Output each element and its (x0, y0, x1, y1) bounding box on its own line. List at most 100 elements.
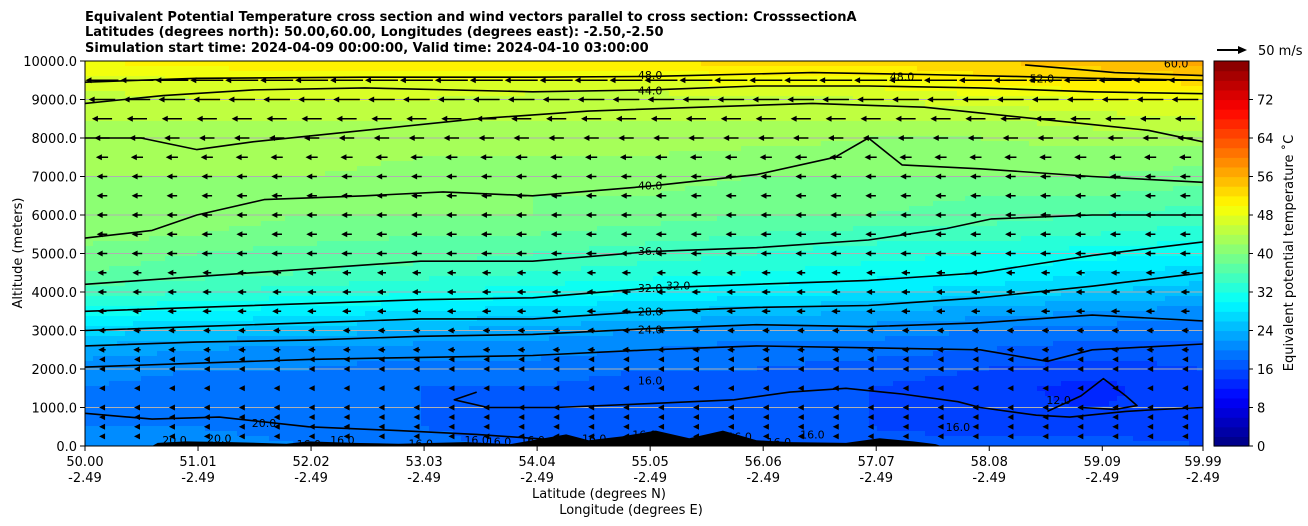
field-cell (725, 226, 734, 232)
field-cell (965, 171, 974, 177)
field-cell (469, 121, 478, 127)
field-cell (197, 101, 206, 107)
field-cell (789, 141, 798, 147)
field-cell (253, 166, 262, 172)
field-cell (941, 181, 950, 187)
field-cell (925, 221, 934, 227)
field-cell (925, 196, 934, 202)
field-cell (173, 91, 182, 97)
field-cell (933, 156, 942, 162)
field-cell (677, 66, 686, 72)
field-cell (749, 161, 758, 167)
field-cell (733, 151, 742, 157)
field-cell (821, 81, 830, 87)
field-cell (805, 191, 814, 197)
field-cell (221, 66, 230, 72)
field-cell (365, 146, 374, 152)
field-cell (829, 186, 838, 192)
field-cell (1165, 126, 1174, 132)
field-cell (701, 236, 710, 242)
field-cell (773, 171, 782, 177)
field-cell (629, 61, 638, 67)
field-cell (957, 71, 966, 77)
field-cell (221, 236, 230, 242)
field-cell (949, 171, 958, 177)
field-cell (133, 141, 142, 147)
field-cell (453, 86, 462, 92)
field-cell (1173, 226, 1182, 232)
field-cell (901, 76, 910, 82)
field-cell (493, 156, 502, 162)
field-cell (637, 161, 646, 167)
field-cell (1093, 141, 1102, 147)
field-cell (621, 86, 630, 92)
field-cell (93, 191, 102, 197)
field-cell (293, 131, 302, 137)
field-cell (973, 146, 982, 152)
field-cell (189, 236, 198, 242)
field-cell (749, 176, 758, 182)
field-cell (117, 81, 126, 87)
field-cell (117, 111, 126, 117)
field-cell (781, 141, 790, 147)
field-cell (781, 126, 790, 132)
field-cell (1061, 181, 1070, 187)
field-cell (293, 66, 302, 72)
field-cell (821, 126, 830, 132)
field-cell (869, 206, 878, 212)
field-cell (573, 131, 582, 137)
field-cell (957, 171, 966, 177)
field-cell (1077, 191, 1086, 197)
field-cell (1013, 61, 1022, 67)
field-cell (1181, 186, 1190, 192)
field-cell (421, 146, 430, 152)
field-cell (213, 201, 222, 207)
field-cell (437, 176, 446, 182)
field-cell (429, 81, 438, 87)
field-cell (237, 66, 246, 72)
field-cell (541, 161, 550, 167)
field-cell (573, 186, 582, 192)
field-cell (573, 191, 582, 197)
field-cell (741, 221, 750, 227)
field-cell (845, 206, 854, 212)
field-cell (349, 146, 358, 152)
field-cell (733, 126, 742, 132)
field-cell (165, 226, 174, 232)
field-cell (333, 126, 342, 132)
field-cell (173, 231, 182, 237)
field-cell (693, 221, 702, 227)
field-cell (349, 176, 358, 182)
field-cell (741, 181, 750, 187)
field-cell (637, 211, 646, 217)
field-cell (85, 176, 94, 182)
field-cell (989, 191, 998, 197)
field-cell (757, 236, 766, 242)
field-cell (1037, 121, 1046, 127)
field-cell (613, 166, 622, 172)
field-cell (413, 146, 422, 152)
field-cell (1093, 116, 1102, 122)
field-cell (189, 96, 198, 102)
field-cell (685, 126, 694, 132)
field-cell (861, 176, 870, 182)
field-cell (1157, 101, 1166, 107)
field-cell (93, 196, 102, 202)
field-cell (605, 196, 614, 202)
field-cell (973, 186, 982, 192)
field-cell (653, 66, 662, 72)
field-cell (1173, 186, 1182, 192)
field-cell (709, 136, 718, 142)
field-cell (1005, 76, 1014, 82)
field-cell (341, 176, 350, 182)
field-cell (437, 231, 446, 237)
field-cell (1157, 176, 1166, 182)
field-cell (221, 141, 230, 147)
field-cell (405, 196, 414, 202)
field-cell (325, 216, 334, 222)
field-cell (365, 151, 374, 157)
field-cell (1029, 181, 1038, 187)
field-cell (197, 161, 206, 167)
field-cell (749, 111, 758, 117)
field-cell (693, 101, 702, 107)
